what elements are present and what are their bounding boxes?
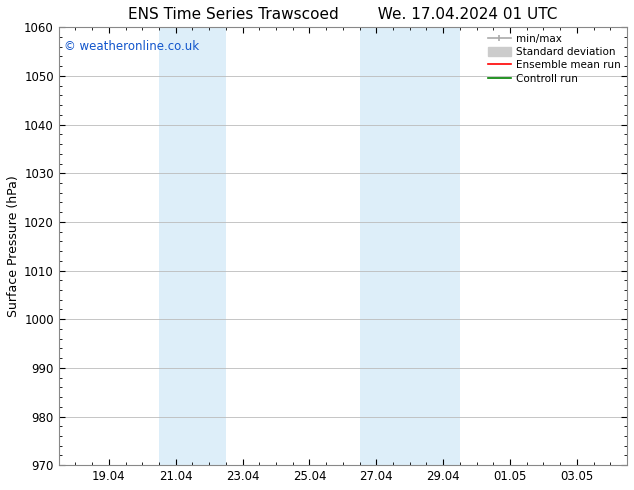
- Title: ENS Time Series Trawscoed        We. 17.04.2024 01 UTC: ENS Time Series Trawscoed We. 17.04.2024…: [128, 7, 557, 22]
- Bar: [159, 27, 226, 465]
- Y-axis label: Surface Pressure (hPa): Surface Pressure (hPa): [7, 175, 20, 317]
- Bar: [359, 27, 460, 465]
- Legend: min/max, Standard deviation, Ensemble mean run, Controll run: min/max, Standard deviation, Ensemble me…: [484, 29, 625, 88]
- Text: © weatheronline.co.uk: © weatheronline.co.uk: [65, 40, 200, 53]
